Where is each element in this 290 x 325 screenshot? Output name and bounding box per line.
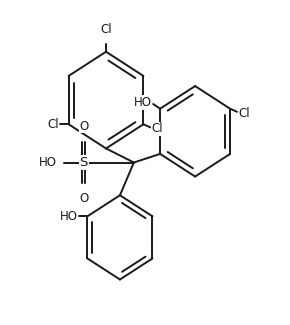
Text: Cl: Cl xyxy=(100,23,112,36)
Text: Cl: Cl xyxy=(152,123,163,136)
Text: HO: HO xyxy=(39,156,57,169)
Text: HO: HO xyxy=(134,96,152,109)
Text: Cl: Cl xyxy=(238,107,250,120)
Text: O: O xyxy=(79,192,88,205)
Text: O: O xyxy=(79,120,88,133)
Text: Cl: Cl xyxy=(47,118,59,131)
Text: HO: HO xyxy=(60,210,78,223)
Text: S: S xyxy=(79,156,88,169)
